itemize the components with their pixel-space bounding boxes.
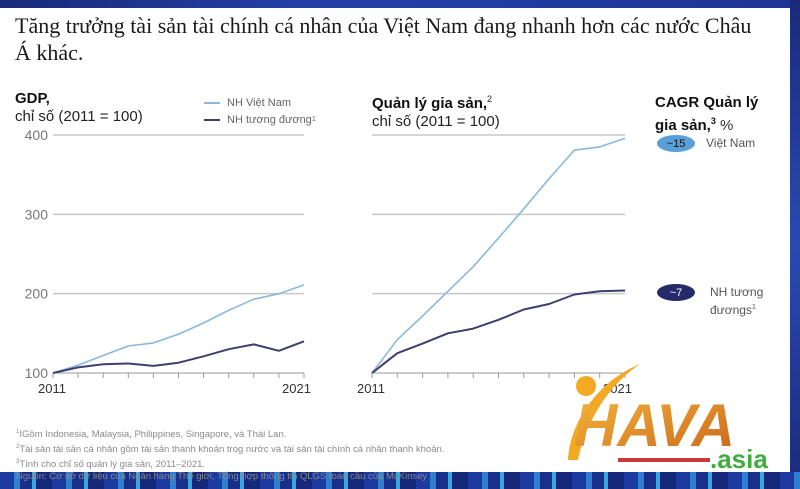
x-tick-label-start: 2011	[38, 381, 66, 396]
y-tick-label-200: 200	[25, 286, 49, 302]
footnote-1-text: IGồm Indonesia, Malaysia, Philippines, S…	[19, 429, 287, 441]
chart-title: Tăng trưởng tài sản tài chính cá nhân củ…	[15, 13, 752, 65]
series-line-vietnam	[52, 284, 305, 374]
cagr-label-peers: NH tương đươngs1	[710, 285, 763, 318]
cagr-label-peers-line2: đươngs	[710, 303, 752, 317]
hava-asia-watermark: HAVA .asia	[568, 364, 768, 472]
footnotes: 1IGồm Indonesia, Malaysia, Philippines, …	[16, 426, 444, 483]
legend: NH Việt Nam NH tương đương 1	[204, 94, 316, 128]
logo-dot-icon	[576, 376, 596, 396]
cagr-heading-sup: 3	[710, 116, 716, 126]
footnote-source-text: Nguồn: Cơ sở dữ liệu của Ngân hàng Thế g…	[16, 471, 428, 483]
logo-swoosh-icon	[568, 364, 640, 460]
legend-item-vietnam: NH Việt Nam	[204, 94, 316, 111]
logo-underline	[618, 458, 710, 462]
footnote-1: 1IGồm Indonesia, Malaysia, Philippines, …	[16, 426, 444, 441]
frame-bottom	[0, 472, 800, 489]
left-panel-heading: GDP, chỉ số (2011 = 100)	[15, 90, 143, 126]
footnote-2-marker: 2	[16, 444, 20, 451]
y-tick-label-300: 300	[25, 206, 49, 222]
cagr-pill-vietnam: ~15	[657, 135, 695, 152]
cagr-heading-line2: gia sản,	[655, 117, 711, 134]
footnote-3-text: Tính cho chỉ số quản lý gia sản, 2011–20…	[19, 459, 206, 471]
cagr-label-peers-line1: NH tương	[710, 285, 764, 299]
footnote-source: Nguồn: Cơ sở dữ liệu của Ngân hàng Thế g…	[16, 471, 444, 483]
cagr-heading-unit: %	[720, 117, 734, 134]
series-line-peers	[52, 340, 305, 374]
left-panel-heading-sub: chỉ số (2011 = 100)	[15, 108, 143, 125]
legend-label-peers: NH tương đương	[227, 113, 312, 126]
cagr-label-peers-sup: 1	[751, 304, 756, 311]
footnote-1-marker: 1	[16, 429, 20, 435]
frame-top	[0, 0, 800, 8]
legend-item-peers: NH tương đương 1	[204, 111, 316, 128]
legend-swatch-peers	[204, 118, 220, 121]
legend-label-peers-sup: 1	[311, 116, 316, 123]
y-tick-label-400: 400	[25, 127, 49, 143]
cagr-heading: CAGR Quản lý gia sản,3 %	[655, 94, 758, 135]
left-panel-heading-bold: GDP,	[15, 90, 50, 107]
chart-card: Tăng trưởng tài sản tài chính cá nhân củ…	[0, 8, 790, 482]
series-line-vietnam	[371, 137, 626, 374]
right-panel-heading-sup: 2	[487, 94, 493, 104]
logo-main-text: HAVA	[574, 392, 735, 459]
footnote-3-marker: 3	[16, 459, 20, 466]
x-tick-label-start: 2011	[357, 381, 385, 396]
cagr-label-vietnam: Việt Nam	[706, 136, 756, 150]
footnote-2: 2Tài sản tài sản cá nhân gồm tài sản tha…	[16, 441, 444, 456]
legend-label-vietnam: NH Việt Nam	[227, 96, 291, 109]
frame-right	[790, 0, 800, 489]
right-panel-heading-sub: chỉ số (2011 = 100)	[372, 113, 500, 130]
right-panel-heading-bold: Quản lý gia sản,	[372, 95, 488, 112]
right-panel-heading: Quản lý gia sản,2 chỉ số (2011 = 100)	[372, 90, 500, 131]
cagr-heading-line1: CAGR Quản lý	[655, 94, 759, 111]
x-tick-label-end: 2021	[282, 381, 311, 396]
legend-swatch-vietnam	[204, 101, 220, 104]
footnote-3: 3Tính cho chỉ số quản lý gia sản, 2011–2…	[16, 456, 444, 471]
y-tick-label-100: 100	[25, 365, 49, 381]
series-line-peers	[371, 289, 626, 374]
cagr-pill-peers: ~7	[657, 284, 695, 301]
footnote-2-text: Tài sản tài sản cá nhân gồm tài sản than…	[19, 444, 445, 456]
logo-suffix-text: .asia	[710, 444, 768, 472]
